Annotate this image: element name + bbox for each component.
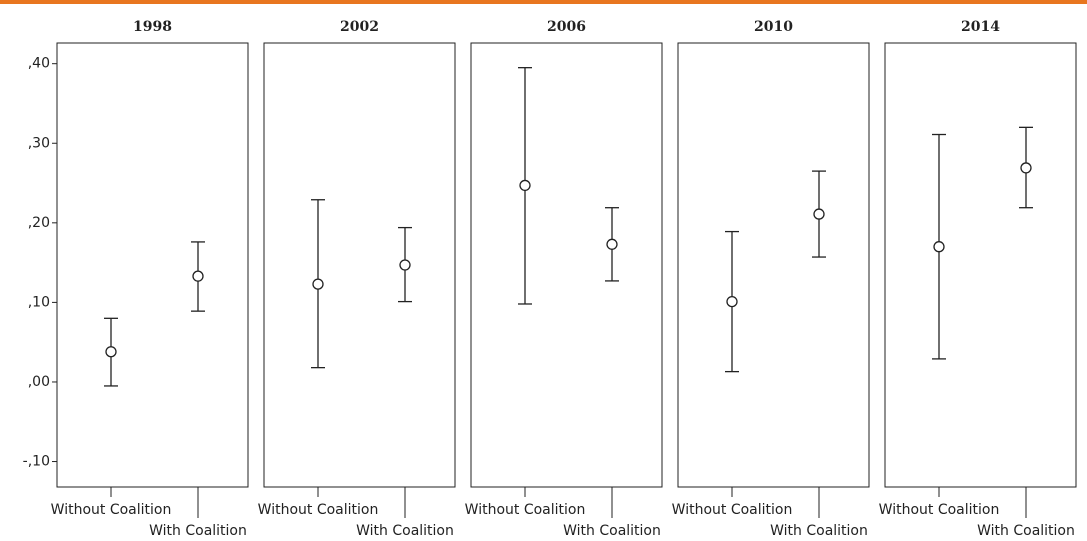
x-tick-label: With Coalition — [149, 523, 247, 539]
y-tick-label: ,10 — [28, 294, 50, 310]
y-tick-label: -,10 — [23, 454, 50, 470]
mean-point — [1020, 162, 1032, 174]
y-tick-label: ,30 — [28, 135, 50, 151]
panel-title: 1998 — [133, 19, 172, 35]
y-tick-label: ,00 — [28, 374, 50, 390]
mean-point — [726, 295, 738, 308]
panel-frame — [677, 42, 870, 488]
x-tick-label: With Coalition — [770, 523, 868, 539]
panel-title: 2010 — [754, 19, 793, 35]
mean-point — [933, 241, 945, 253]
x-tick-label: With Coalition — [356, 523, 454, 539]
mean-point — [399, 259, 411, 271]
panel-frame — [263, 42, 456, 488]
y-tick-label: ,20 — [28, 215, 50, 231]
mean-point — [813, 208, 825, 220]
x-tick-label: With Coalition — [977, 523, 1075, 539]
x-tick-label: Without Coalition — [672, 502, 793, 518]
panel-title: 2006 — [547, 19, 586, 35]
panel-frame — [56, 42, 249, 488]
mean-point — [519, 179, 531, 192]
x-tick-label: Without Coalition — [465, 502, 586, 518]
mean-point — [312, 278, 324, 290]
panel-title: 2002 — [340, 19, 379, 35]
mean-point — [105, 346, 117, 358]
mean-point — [606, 238, 618, 250]
x-tick-label: With Coalition — [563, 523, 661, 539]
panel-frame — [884, 42, 1077, 488]
x-tick-label: Without Coalition — [51, 502, 172, 518]
x-tick-label: Without Coalition — [879, 502, 1000, 518]
y-tick-label: ,40 — [28, 56, 50, 72]
top-bar — [0, 0, 1087, 4]
panel-frame — [470, 42, 663, 488]
mean-point — [192, 270, 204, 282]
x-tick-label: Without Coalition — [258, 502, 379, 518]
panel-title: 2014 — [961, 19, 1000, 35]
